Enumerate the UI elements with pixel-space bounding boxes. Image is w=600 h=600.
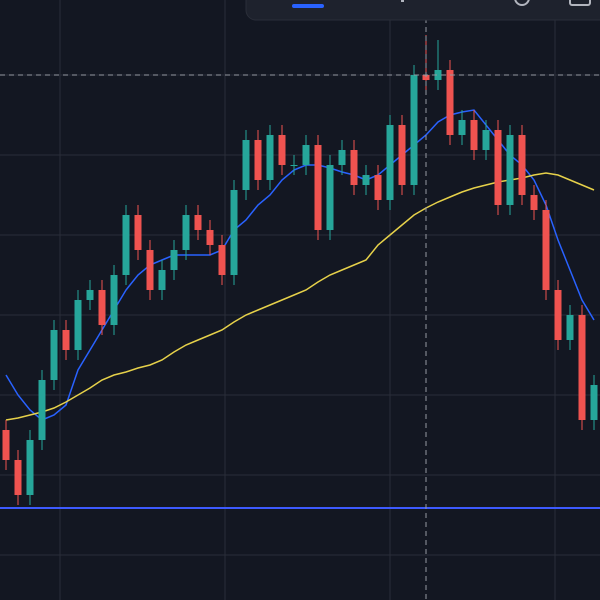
candle-body <box>362 175 370 185</box>
candle-body <box>206 230 214 245</box>
candle-body <box>182 215 190 250</box>
candle-body <box>290 165 298 166</box>
candle-body <box>98 290 106 325</box>
candle-body <box>386 125 394 200</box>
candle-body <box>482 130 490 150</box>
candle-body <box>170 250 178 270</box>
candle-body <box>14 460 22 495</box>
settings-icon[interactable] <box>514 0 530 6</box>
candle-body <box>302 145 310 165</box>
candle-body <box>50 330 58 380</box>
candle-body <box>374 175 382 200</box>
candle-body <box>566 315 574 340</box>
candle-body <box>434 70 442 80</box>
active-tab-indicator[interactable] <box>292 4 324 8</box>
candle-body <box>590 385 598 420</box>
candle-body <box>242 140 250 190</box>
candle-body <box>458 120 466 135</box>
candle-body <box>26 440 34 495</box>
candle-body <box>422 75 430 80</box>
candle-body <box>494 130 502 205</box>
candle-body <box>410 75 418 185</box>
candle-body <box>266 135 274 180</box>
candle-body <box>530 195 538 210</box>
candle-body <box>230 190 238 275</box>
toolbar-panel <box>245 0 600 21</box>
candle-body <box>278 135 286 165</box>
candle-body <box>398 125 406 185</box>
candle-body <box>314 145 322 230</box>
camera-icon[interactable] <box>569 0 591 6</box>
candle-body <box>446 70 454 135</box>
candle-body <box>134 215 142 250</box>
candle-body <box>254 140 262 180</box>
candle-body <box>470 120 478 150</box>
candle-body <box>194 215 202 230</box>
candle-body <box>62 330 70 350</box>
candle-body <box>146 250 154 290</box>
toolbar <box>245 0 600 21</box>
candle-body <box>350 150 358 185</box>
candle-body <box>506 135 514 205</box>
candle-body <box>218 245 226 275</box>
candle-body <box>578 315 586 420</box>
candle-body <box>554 290 562 340</box>
candle-body <box>38 380 46 440</box>
candle-body <box>542 210 550 290</box>
candle-body <box>110 275 118 325</box>
candle-body <box>338 150 346 165</box>
candle-body <box>74 300 82 350</box>
candle-body <box>122 215 130 275</box>
candle-body <box>2 430 10 460</box>
candle-body <box>158 270 166 290</box>
toolbar-icon[interactable] <box>401 0 404 2</box>
candle-body <box>326 165 334 230</box>
candle-body <box>86 290 94 300</box>
candle-body <box>518 135 526 195</box>
